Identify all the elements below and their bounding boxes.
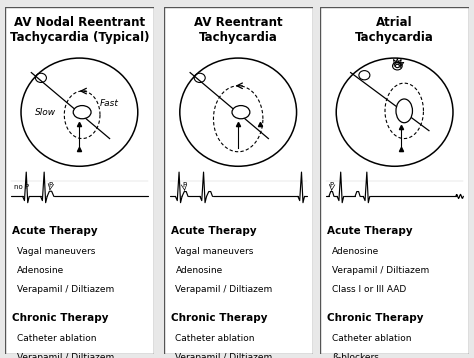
Text: Chronic Therapy: Chronic Therapy: [328, 313, 424, 323]
Text: P: P: [48, 182, 52, 188]
Text: Catheter ablation: Catheter ablation: [17, 334, 96, 343]
Ellipse shape: [232, 106, 250, 119]
Text: Chronic Therapy: Chronic Therapy: [171, 313, 267, 323]
Text: Verapamil / Diltiazem: Verapamil / Diltiazem: [175, 285, 273, 294]
Text: Verapamil / Diltiazem: Verapamil / Diltiazem: [175, 353, 273, 358]
Text: no P: no P: [14, 184, 29, 190]
Text: P: P: [182, 182, 187, 188]
Text: Verapamil / Diltiazem: Verapamil / Diltiazem: [17, 285, 114, 294]
Text: Adenosine: Adenosine: [332, 247, 379, 256]
Text: Catheter ablation: Catheter ablation: [175, 334, 255, 343]
Text: P: P: [329, 182, 333, 188]
Text: Acute Therapy: Acute Therapy: [171, 226, 256, 236]
Text: Adenosine: Adenosine: [175, 266, 223, 275]
Ellipse shape: [73, 106, 91, 119]
Text: Verapamil / Diltiazem: Verapamil / Diltiazem: [332, 266, 429, 275]
Text: Slow: Slow: [35, 108, 55, 117]
Text: AV Reentrant
Tachycardia: AV Reentrant Tachycardia: [194, 16, 283, 44]
Text: AV Nodal Reentrant
Tachycardia (Typical): AV Nodal Reentrant Tachycardia (Typical): [9, 16, 149, 44]
Text: Vagal maneuvers: Vagal maneuvers: [175, 247, 254, 256]
Text: Acute Therapy: Acute Therapy: [328, 226, 413, 236]
Text: Vagal maneuvers: Vagal maneuvers: [17, 247, 95, 256]
Ellipse shape: [396, 99, 412, 123]
Text: Catheter ablation: Catheter ablation: [332, 334, 411, 343]
Text: Class I or III AAD: Class I or III AAD: [332, 285, 406, 294]
Text: Fast: Fast: [100, 98, 119, 107]
Text: Chronic Therapy: Chronic Therapy: [12, 313, 109, 323]
Text: Adenosine: Adenosine: [17, 266, 64, 275]
Text: Atrial
Tachycardia: Atrial Tachycardia: [355, 16, 434, 44]
Text: ß-blockers: ß-blockers: [332, 353, 379, 358]
Text: Verapamil / Diltiazem: Verapamil / Diltiazem: [17, 353, 114, 358]
Text: Acute Therapy: Acute Therapy: [12, 226, 98, 236]
